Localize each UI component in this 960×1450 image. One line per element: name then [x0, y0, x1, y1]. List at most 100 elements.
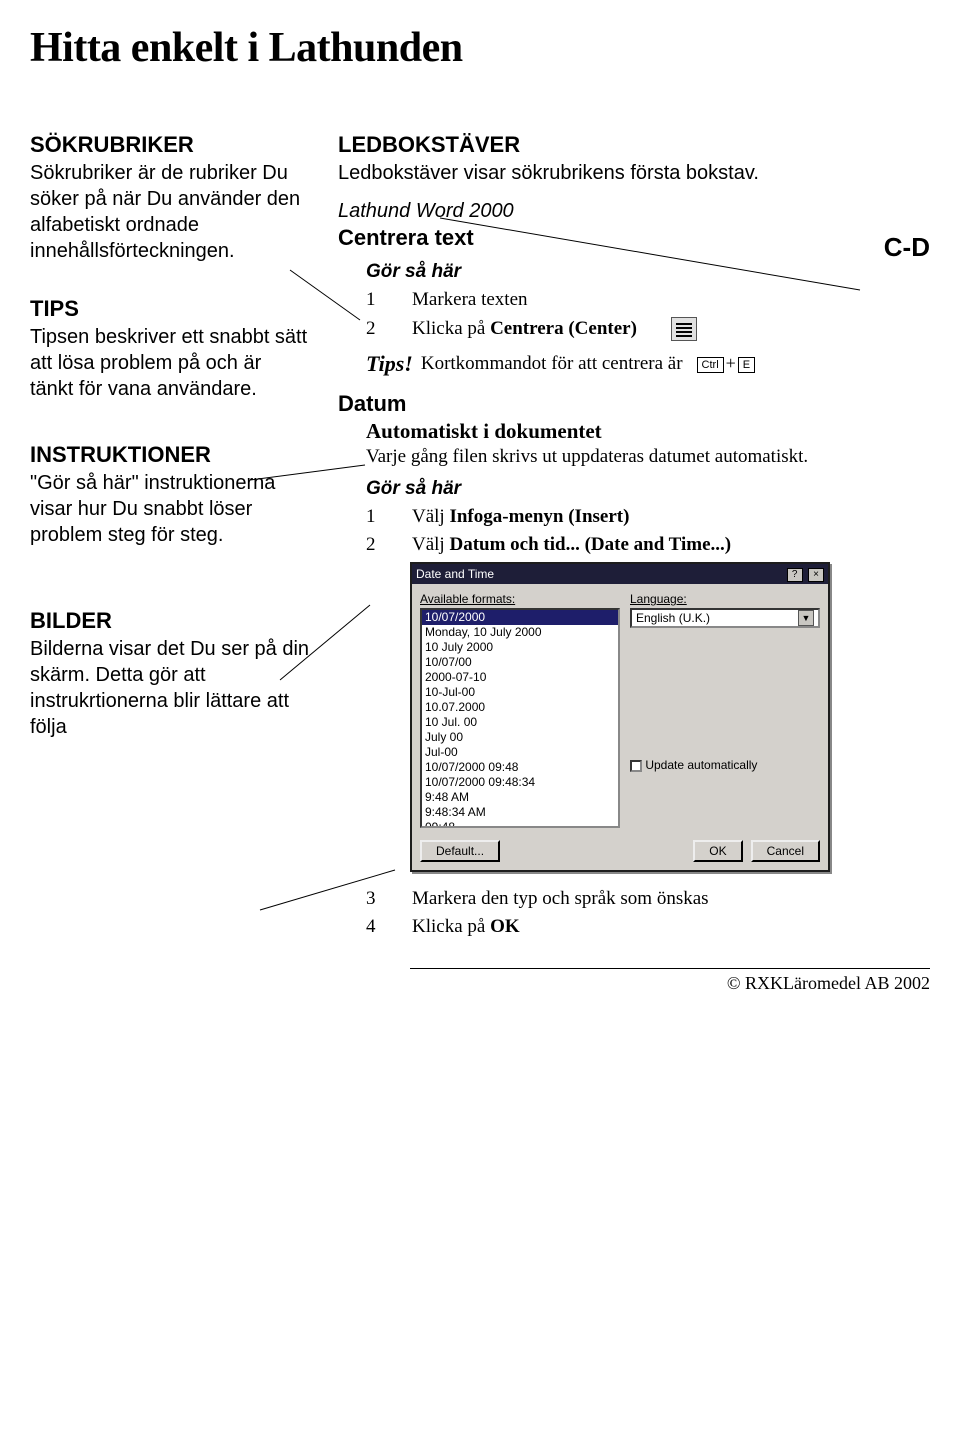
sokrubriker-block: SÖKRUBRIKER Sökrubriker är de rubriker D… [30, 132, 310, 264]
datum-step4: 4 Klicka på OK [366, 916, 930, 938]
tips-row: Tips! Kortkommandot för att centrera är … [366, 351, 930, 377]
key-combo: Ctrl+E [697, 353, 756, 375]
right-column: LEDBOKSTÄVER Ledbokstäver visar sökrubri… [338, 132, 930, 938]
format-option[interactable]: Monday, 10 July 2000 [422, 625, 618, 640]
format-option[interactable]: Jul-00 [422, 745, 618, 760]
sokrubriker-heading: SÖKRUBRIKER [30, 132, 310, 158]
tips-label: Tips! [366, 351, 413, 377]
format-option[interactable]: 10 Jul. 00 [422, 715, 618, 730]
text-bold: Datum och tid... (Date and Time...) [449, 534, 731, 555]
dialog-title: Date and Time [416, 567, 494, 581]
help-icon[interactable]: ? [787, 568, 803, 582]
cancel-button[interactable]: Cancel [751, 840, 820, 862]
format-option[interactable]: 10-Jul-00 [422, 685, 618, 700]
step-text: Markera texten [412, 289, 528, 311]
tips-block: TIPS Tipsen beskriver ett snabbt sätt at… [30, 296, 310, 402]
instruktioner-block: INSTRUKTIONER "Gör så här" instruktioner… [30, 442, 310, 548]
page-title: Hitta enkelt i Lathunden [30, 24, 930, 72]
format-option[interactable]: 10/07/2000 09:48 [422, 760, 618, 775]
ledbokstaver-body: Ledbokstäver visar sökrubrikens första b… [338, 160, 930, 186]
ctrl-key: Ctrl [697, 357, 724, 373]
format-option[interactable]: July 00 [422, 730, 618, 745]
centrera-gsh: Gör så här [366, 261, 930, 283]
tips-text: Kortkommandot för att centrera är [421, 353, 683, 375]
text-pre: Välj [412, 534, 449, 555]
format-option[interactable]: 10.07.2000 [422, 700, 618, 715]
dialog-titlebar: Date and Time ? × [412, 564, 828, 584]
format-option[interactable]: 09:48 [422, 820, 618, 828]
language-combo[interactable]: English (U.K.) ▼ [630, 608, 820, 628]
text-pre: Välj [412, 506, 449, 527]
step-num: 3 [366, 888, 378, 910]
format-option[interactable]: 10/07/2000 [422, 610, 618, 625]
text-pre: Klicka på [412, 916, 490, 937]
dialog-left: Available formats: 10/07/2000Monday, 10 … [420, 592, 620, 828]
instruktioner-body: "Gör så här" instruktionerna visar hur D… [30, 470, 310, 548]
dialog-buttons: Default... OK Cancel [412, 836, 828, 870]
step-text: Välj Infoga-menyn (Insert) [412, 506, 629, 528]
centrera-heading: Centrera text [338, 225, 930, 251]
step-num: 2 [366, 534, 378, 556]
tips-body: Tipsen beskriver ett snabbt sätt att lös… [30, 324, 310, 402]
default-button[interactable]: Default... [420, 840, 500, 862]
dialog-body: Available formats: 10/07/2000Monday, 10 … [412, 584, 828, 836]
formats-listbox[interactable]: 10/07/2000Monday, 10 July 200010 July 20… [420, 608, 620, 828]
chevron-down-icon[interactable]: ▼ [798, 610, 814, 626]
language-label: Language: [630, 592, 820, 606]
update-auto-row[interactable]: Update automatically [630, 758, 820, 772]
content-columns: SÖKRUBRIKER Sökrubriker är de rubriker D… [30, 132, 930, 938]
window-buttons: ? × [785, 566, 824, 582]
format-option[interactable]: 10/07/00 [422, 655, 618, 670]
update-auto-label: Update automatically [645, 758, 757, 772]
step-text: Markera den typ och språk som önskas [412, 888, 709, 910]
ledbokstaver-block: LEDBOKSTÄVER Ledbokstäver visar sökrubri… [338, 132, 930, 186]
step-text: Välj Datum och tid... (Date and Time...) [412, 534, 731, 556]
date-time-dialog: Date and Time ? × Available formats: 10/… [410, 562, 830, 872]
tips-heading: TIPS [30, 296, 310, 322]
datum-step2: 2 Välj Datum och tid... (Date and Time..… [366, 534, 930, 556]
datum-step1: 1 Välj Infoga-menyn (Insert) [366, 506, 930, 528]
step-num: 1 [366, 506, 378, 528]
format-option[interactable]: 10/07/2000 09:48:34 [422, 775, 618, 790]
step-num: 4 [366, 916, 378, 938]
close-icon[interactable]: × [808, 568, 824, 582]
step-num: 2 [366, 318, 378, 340]
tab-label-cd: C-D [884, 232, 930, 263]
ledbokstaver-row: LEDBOKSTÄVER Ledbokstäver visar sökrubri… [338, 132, 930, 186]
sample-source: Lathund Word 2000 [338, 200, 930, 223]
bilder-block: BILDER Bilderna visar det Du ser på din … [30, 608, 310, 740]
step-num: 1 [366, 289, 378, 311]
left-column: SÖKRUBRIKER Sökrubriker är de rubriker D… [30, 132, 310, 938]
step-text: Klicka på Centrera (Center) [412, 318, 637, 340]
step-text: Klicka på OK [412, 916, 520, 938]
dialog-right: Language: English (U.K.) ▼ Update automa… [630, 592, 820, 828]
copyright: © RXKLäromedel AB 2002 [410, 968, 930, 994]
available-formats-label: Available formats: [420, 592, 620, 606]
format-option[interactable]: 9:48:34 AM [422, 805, 618, 820]
text-bold: Infoga-menyn (Insert) [449, 506, 629, 527]
ok-button[interactable]: OK [693, 840, 742, 862]
datum-step3: 3 Markera den typ och språk som önskas [366, 888, 930, 910]
datum-desc: Varje gång filen skrivs ut uppdateras da… [366, 446, 930, 468]
format-option[interactable]: 9:48 AM [422, 790, 618, 805]
language-value: English (U.K.) [636, 611, 710, 625]
datum-gsh: Gör så här [366, 478, 930, 500]
sokrubriker-body: Sökrubriker är de rubriker Du söker på n… [30, 160, 310, 264]
ledbokstaver-heading: LEDBOKSTÄVER [338, 132, 930, 158]
datum-heading: Datum [338, 391, 930, 417]
plus-icon: + [726, 353, 736, 373]
e-key: E [738, 357, 755, 373]
centrera-step1: 1 Markera texten [366, 289, 930, 311]
format-option[interactable]: 2000-07-10 [422, 670, 618, 685]
text-bold: OK [490, 916, 520, 937]
center-align-icon [671, 317, 697, 341]
text-pre: Klicka på [412, 318, 490, 339]
bilder-heading: BILDER [30, 608, 310, 634]
instruktioner-heading: INSTRUKTIONER [30, 442, 310, 468]
checkbox-icon[interactable] [630, 760, 642, 772]
centrera-step2: 2 Klicka på Centrera (Center) [366, 317, 930, 341]
text-bold: Centrera (Center) [490, 318, 637, 339]
bilder-body: Bilderna visar det Du ser på din skärm. … [30, 636, 310, 740]
format-option[interactable]: 10 July 2000 [422, 640, 618, 655]
datum-subheading: Automatiskt i dokumentet [366, 419, 930, 444]
